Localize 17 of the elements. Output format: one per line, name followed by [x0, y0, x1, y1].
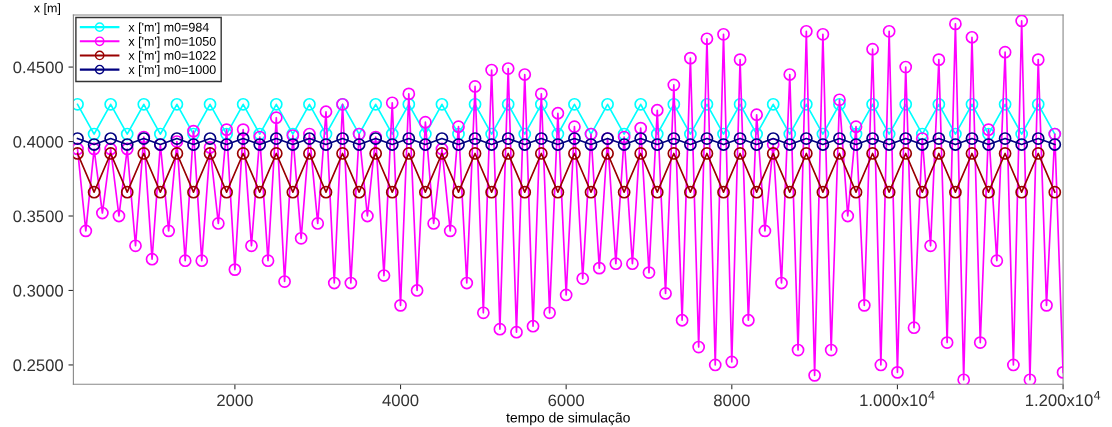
y-tick-label: 0.4000	[13, 135, 64, 148]
x-tick-label: 1.000x10$^{4}$	[860, 391, 935, 407]
x-tick-label: 4000	[382, 394, 419, 407]
y-tick-label: 0.2500	[13, 359, 64, 372]
x-tick-label: 8000	[713, 394, 750, 407]
legend-label: x ['m'] m0=984	[128, 22, 209, 35]
legend-label: x ['m'] m0=1000	[128, 64, 216, 77]
y-tick-label: 0.4500	[13, 61, 64, 74]
x-tick-label: 2000	[217, 394, 253, 407]
legend-label: x ['m'] m0=1022	[128, 50, 216, 63]
y-tick-label: 0.3500	[13, 210, 64, 223]
x-tick-label: 1.200x10$^{4}$	[1026, 391, 1101, 407]
x-tick-label: 6000	[548, 394, 585, 407]
y-axis-title: x [m]	[33, 3, 60, 15]
y-tick-label: 0.3000	[13, 284, 64, 297]
legend-label: x ['m'] m0=1050	[128, 36, 216, 49]
x-axis-title: tempo de simulação	[506, 412, 630, 426]
